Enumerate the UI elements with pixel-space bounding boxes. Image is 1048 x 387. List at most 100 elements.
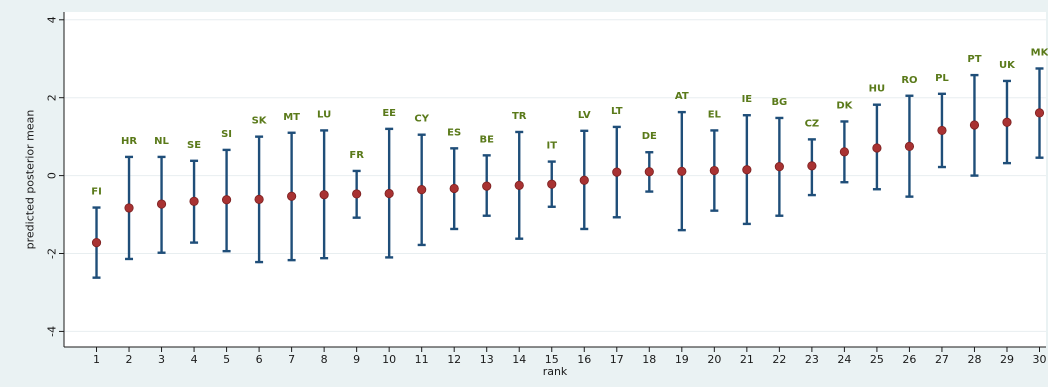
country-label-EE: EE — [382, 108, 396, 119]
x-tick-label: 24 — [837, 353, 851, 366]
mean-point-LU — [319, 190, 329, 200]
country-label-SK: SK — [252, 116, 268, 127]
country-label-PT: PT — [967, 54, 981, 65]
country-label-ES: ES — [447, 127, 461, 138]
mean-point-DE — [644, 167, 654, 177]
x-tick-label: 20 — [707, 353, 721, 366]
country-label-DE: DE — [642, 131, 657, 142]
y-tick-label: 0 — [46, 172, 59, 179]
x-tick-label: 12 — [447, 353, 461, 366]
x-tick-label: 13 — [480, 353, 494, 366]
x-tick-label: 2 — [126, 353, 133, 366]
mean-point-IE — [742, 165, 752, 175]
country-label-HR: HR — [121, 136, 137, 147]
mean-point-HR — [124, 203, 134, 213]
x-tick-label: 9 — [353, 353, 360, 366]
mean-point-MT — [287, 191, 297, 201]
country-label-BE: BE — [479, 134, 494, 145]
country-label-RO: RO — [901, 75, 917, 86]
x-tick-label: 23 — [805, 353, 819, 366]
mean-point-SK — [254, 194, 264, 204]
x-tick-label: 19 — [675, 353, 689, 366]
country-label-CZ: CZ — [805, 118, 820, 129]
x-tick-label: 16 — [577, 353, 591, 366]
country-label-EL: EL — [708, 109, 722, 120]
country-label-UK: UK — [999, 60, 1016, 71]
mean-point-RO — [904, 141, 915, 151]
y-tick-label: -2 — [46, 248, 59, 259]
country-label-LV: LV — [578, 110, 591, 121]
mean-point-EE — [384, 188, 394, 199]
plot-area — [64, 12, 1046, 347]
country-label-CY: CY — [414, 114, 429, 125]
mean-point-EL — [709, 165, 719, 176]
x-tick-label: 30 — [1032, 353, 1046, 366]
country-label-DK: DK — [836, 100, 853, 111]
x-tick-label: 17 — [610, 353, 624, 366]
x-tick-label: 10 — [382, 353, 396, 366]
country-label-FI: FI — [91, 187, 102, 198]
mean-point-DK — [839, 147, 849, 157]
country-label-PL: PL — [935, 73, 949, 84]
country-label-FR: FR — [349, 150, 364, 161]
country-label-LT: LT — [611, 106, 623, 117]
mean-point-SI — [221, 195, 232, 205]
x-tick-label: 3 — [158, 353, 165, 366]
mean-point-CZ — [807, 161, 817, 171]
x-tick-label: 25 — [870, 353, 884, 366]
country-label-NL: NL — [154, 136, 169, 147]
mean-point-HU — [872, 143, 882, 153]
y-tick-label: -4 — [46, 326, 59, 337]
country-label-TR: TR — [512, 111, 527, 122]
x-axis-title: rank — [543, 365, 568, 378]
y-tick-label: 4 — [46, 16, 59, 23]
country-label-LU: LU — [317, 109, 331, 120]
mean-point-NL — [156, 199, 167, 209]
country-label-BG: BG — [771, 97, 787, 108]
x-tick-label: 18 — [642, 353, 656, 366]
x-tick-label: 5 — [223, 353, 230, 366]
mean-point-BG — [774, 162, 784, 172]
mean-point-AT — [677, 166, 687, 176]
mean-point-SE — [189, 196, 199, 206]
mean-points — [91, 108, 1045, 248]
mean-point-LT — [612, 167, 622, 177]
mean-point-LV — [579, 175, 589, 185]
x-tick-label: 8 — [321, 353, 328, 366]
country-label-IE: IE — [742, 94, 753, 105]
country-label-SI: SI — [221, 129, 232, 140]
x-tick-label: 11 — [415, 353, 429, 366]
x-tick-label: 7 — [288, 353, 295, 366]
country-label-AT: AT — [675, 91, 689, 102]
y-tick-label: 2 — [46, 94, 59, 101]
x-tick-label: 1 — [93, 353, 100, 366]
x-tick-label: 15 — [545, 353, 559, 366]
mean-point-CY — [417, 185, 427, 195]
mean-point-ES — [449, 183, 459, 194]
x-tick-label: 29 — [1000, 353, 1014, 366]
mean-point-UK — [1002, 117, 1012, 127]
x-tick-label: 6 — [256, 353, 263, 366]
x-tick-label: 4 — [191, 353, 198, 366]
x-tick-label: 22 — [772, 353, 786, 366]
mean-point-PT — [969, 120, 980, 130]
mean-point-IT — [547, 179, 557, 189]
mean-point-FI — [91, 238, 102, 248]
x-tick-label: 14 — [512, 353, 526, 366]
country-label-HU: HU — [869, 84, 886, 95]
country-label-MK: MK — [1031, 47, 1048, 58]
country-labels: FI HR NL SE SI SK MT LU FR EE CY ES BE TR IT LV LT DE AT EL… — [91, 47, 1048, 197]
x-tick-label: 28 — [967, 353, 981, 366]
mean-point-MK — [1034, 108, 1045, 118]
mean-point-TR — [514, 180, 524, 190]
country-label-IT: IT — [546, 141, 557, 152]
country-label-MT: MT — [283, 112, 300, 123]
y-axis-title: predicted posterior mean — [24, 110, 37, 250]
country-label-SE: SE — [187, 140, 201, 151]
mean-point-FR — [352, 189, 362, 199]
x-tick-label: 26 — [902, 353, 916, 366]
mean-point-BE — [482, 181, 492, 191]
